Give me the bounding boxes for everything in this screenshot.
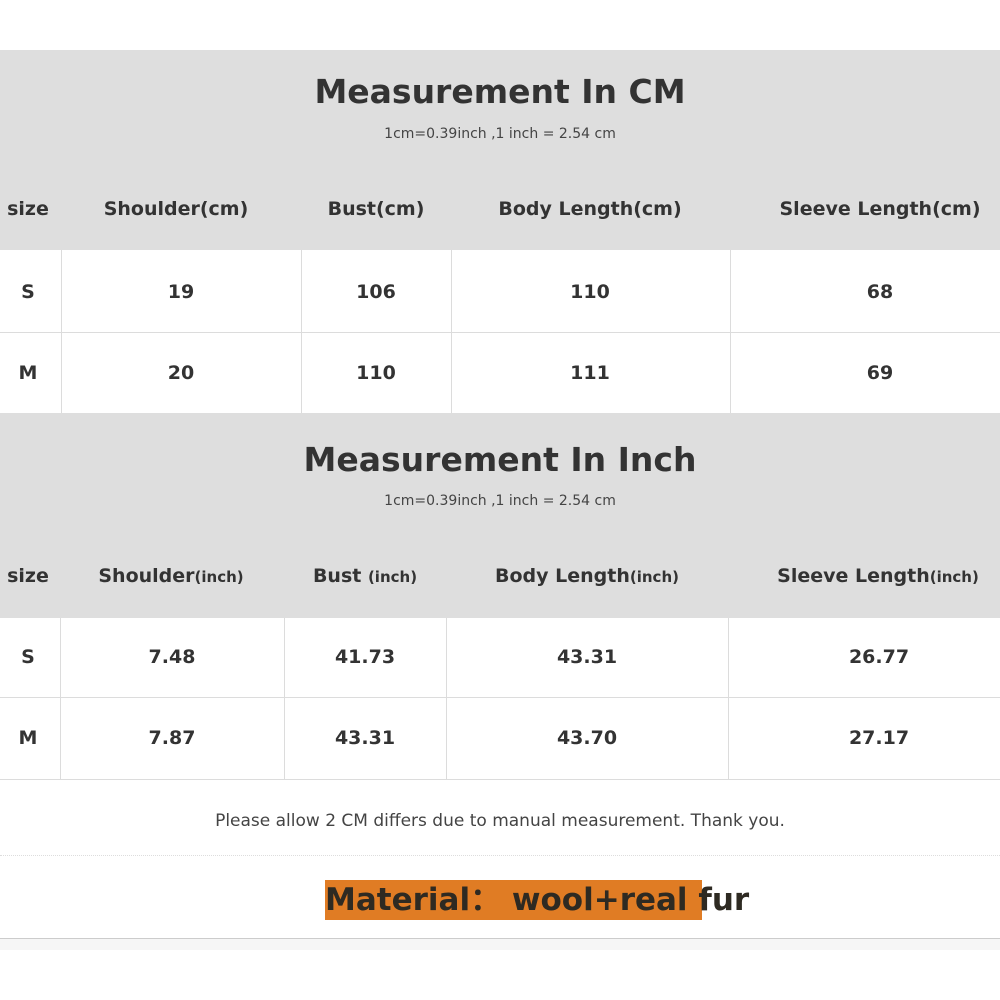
header-size: size: [7, 198, 49, 220]
cell-shoulder: 7.48: [148, 646, 196, 668]
cell-bust: 106: [356, 281, 396, 303]
divider: [728, 618, 729, 779]
cell-sleeve-length: 27.17: [848, 727, 910, 749]
cell-sleeve-length: 26.77: [848, 646, 910, 668]
bottom-strip: [0, 938, 1000, 950]
cell-sleeve-length: 69: [866, 362, 894, 384]
cell-size: S: [21, 646, 35, 668]
header-shoulder: Shoulder(inch): [98, 565, 244, 587]
divider: [446, 618, 447, 779]
divider: [301, 250, 302, 413]
measurement-note: Please allow 2 CM differs due to manual …: [215, 811, 785, 831]
cell-body-length: 43.70: [556, 727, 618, 749]
header-bust: Bust (inch): [312, 565, 418, 587]
inch-table-subtitle: 1cm=0.39inch ,1 inch = 2.54 cm: [384, 493, 616, 509]
cell-bust: 41.73: [334, 646, 396, 668]
cell-sleeve-length: 68: [866, 281, 894, 303]
divider: [0, 697, 1000, 698]
cell-bust: 43.31: [334, 727, 396, 749]
cell-size: M: [18, 362, 38, 384]
header-body-length: Body Length(cm): [498, 198, 682, 220]
cell-size: M: [18, 727, 38, 749]
header-body-length: Body Length(inch): [495, 565, 679, 587]
header-size: size: [7, 565, 49, 587]
header-bust: Bust(cm): [327, 198, 425, 220]
divider: [451, 250, 452, 413]
divider: [730, 250, 731, 413]
header-sleeve-length: Sleeve Length(inch): [777, 565, 979, 587]
cm-table-subtitle: 1cm=0.39inch ,1 inch = 2.54 cm: [384, 126, 616, 142]
cell-shoulder: 7.87: [148, 727, 196, 749]
material-label: Material： wool+real fur: [325, 880, 750, 920]
cell-size: S: [21, 281, 35, 303]
cell-body-length: 110: [570, 281, 610, 303]
divider: [0, 855, 1000, 856]
header-sleeve-length: Sleeve Length(cm): [779, 198, 981, 220]
inch-table-title: Measurement In Inch: [303, 440, 697, 479]
divider: [0, 779, 1000, 780]
inch-table-header: [0, 413, 1000, 618]
divider: [60, 618, 61, 779]
cm-table-title: Measurement In CM: [314, 72, 686, 111]
cell-body-length: 43.31: [556, 646, 618, 668]
cell-shoulder: 20: [167, 362, 195, 384]
cell-shoulder: 19: [167, 281, 195, 303]
divider: [284, 618, 285, 779]
cell-bust: 110: [356, 362, 396, 384]
divider: [0, 332, 1000, 333]
divider: [61, 250, 62, 413]
cm-table-header: [0, 50, 1000, 250]
cell-body-length: 111: [570, 362, 610, 384]
header-shoulder: Shoulder(cm): [103, 198, 249, 220]
